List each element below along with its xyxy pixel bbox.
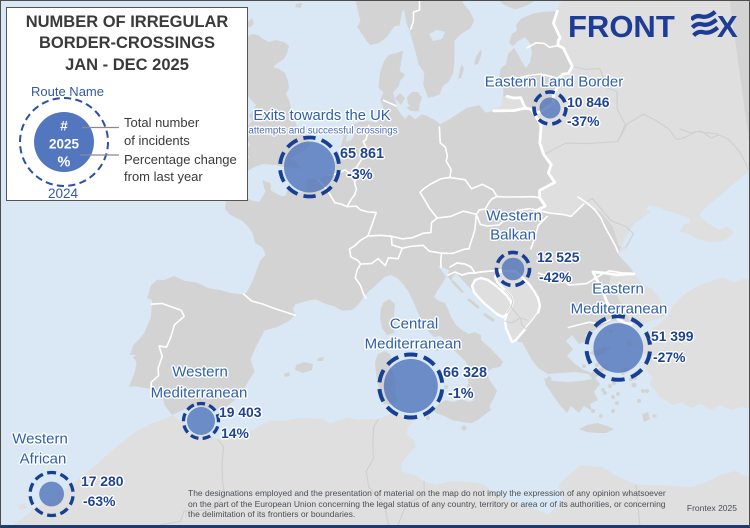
svg-text:#: # [60, 119, 68, 134]
svg-text:2025: 2025 [49, 137, 80, 152]
svg-text:%: % [58, 155, 71, 171]
